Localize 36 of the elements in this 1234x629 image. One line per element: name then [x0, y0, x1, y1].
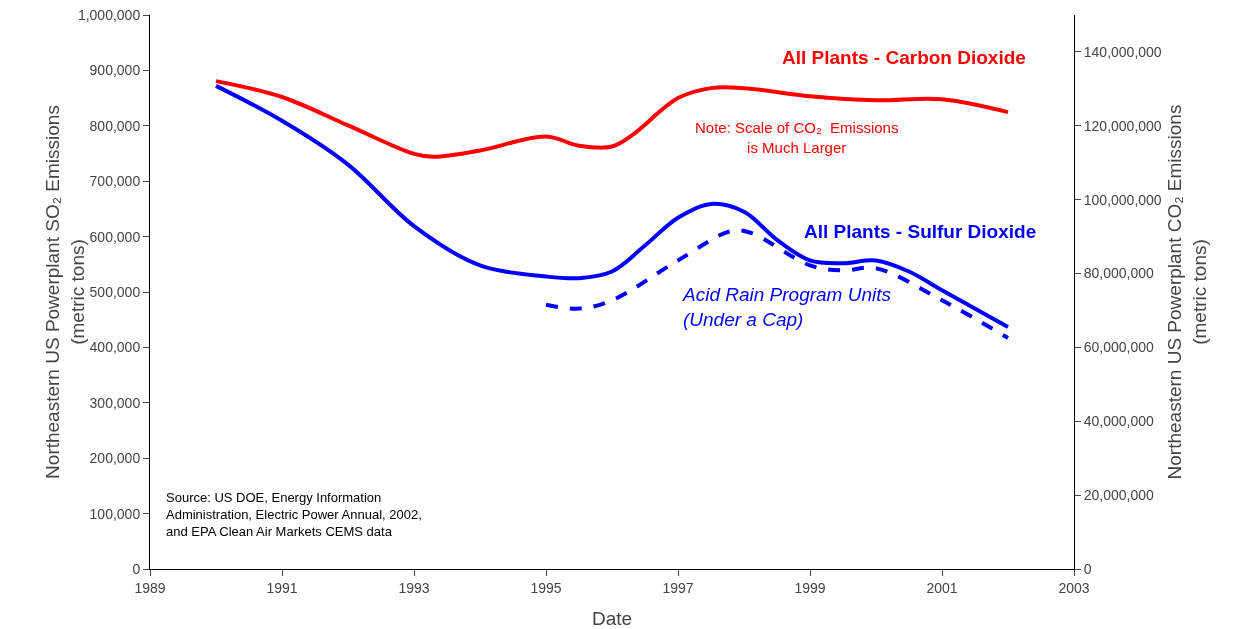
y-axis-title: Northeastern US Powerplant SO₂ Emissions (metric tons): [41, 105, 88, 479]
y2-tick-label: 100,000,000: [1083, 191, 1162, 208]
y-tick-label: 0: [132, 560, 141, 577]
y2-tick-label: 40,000,000: [1083, 413, 1155, 430]
y2-tick-label: 80,000,000: [1083, 265, 1155, 282]
x-tick-label: 1993: [398, 579, 430, 596]
x-tick-label: 2001: [926, 579, 958, 596]
y2-tick-label: 120,000,000: [1083, 117, 1162, 134]
y2-axis-title: Northeastern US Powerplant CO₂ Emissions (metric tons): [1163, 104, 1210, 480]
annotation: Note: Scale of CO₂ Emissions is Much Larger: [695, 119, 899, 156]
y-tick-label: 200,000: [89, 450, 141, 467]
y-tick-label: 100,000: [89, 505, 141, 522]
x-tick-label: 1995: [530, 579, 562, 596]
y2-tick-label: 0: [1083, 560, 1092, 577]
y2-tick-label: 60,000,000: [1083, 339, 1155, 356]
x-tick-label: 1997: [662, 579, 694, 596]
series-label: Acid Rain Program Units (Under a Cap): [682, 284, 892, 330]
x-axis-title: Date: [591, 608, 633, 629]
line-series: [214, 79, 1010, 159]
y-tick-label: 1,000,000: [77, 6, 141, 23]
y-tick-label: 700,000: [89, 173, 141, 190]
x-tick-label: 1991: [266, 579, 298, 596]
x-tick-label: 1989: [134, 579, 166, 596]
series-label: All Plants - Sulfur Dioxide: [804, 221, 1037, 242]
y-tick-label: 800,000: [89, 117, 141, 134]
annotation: Source: US DOE, Energy Information Administration, Electric Power Annual, 2002, and EPA Clean Air Markets CEMS data: [166, 490, 422, 539]
y-tick-label: 600,000: [89, 228, 141, 245]
y2-tick-label: 20,000,000: [1083, 487, 1155, 504]
y-tick-label: 400,000: [89, 339, 141, 356]
y-tick-label: 500,000: [89, 283, 141, 300]
series-label: All Plants - Carbon Dioxide: [782, 47, 1026, 68]
y-tick-label: 300,000: [89, 394, 141, 411]
x-tick-label: 2003: [1058, 579, 1090, 596]
y2-tick-label: 140,000,000: [1083, 43, 1162, 60]
x-tick-label: 1999: [794, 579, 826, 596]
y-tick-label: 900,000: [89, 62, 141, 79]
